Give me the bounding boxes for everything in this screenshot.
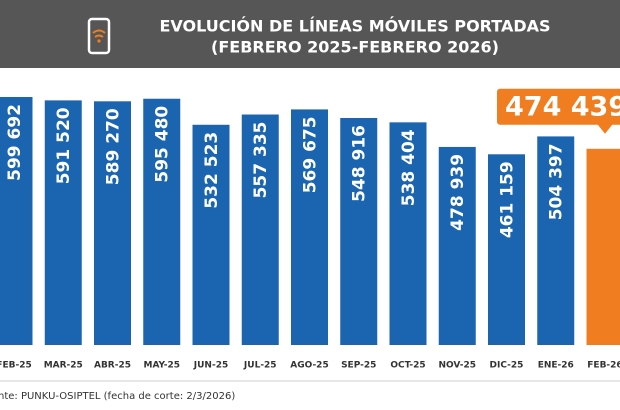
bar [0,97,33,345]
x-tick-label: FEB-25 [0,361,32,371]
chart-subtitle: (FEBRERO 2025-FEBRERO 2026) [211,38,499,57]
value-label: 461 159 [498,161,518,238]
bar [488,154,525,345]
value-label: 599 692 [5,104,25,181]
bar [537,136,575,345]
value-label: 478 939 [448,154,468,231]
x-tick-label: MAY-25 [143,361,180,371]
header-band [0,0,620,68]
x-tick-label: DIC-25 [490,361,524,371]
bar [143,98,181,345]
value-label: 557 335 [251,122,271,199]
value-label: 504 397 [547,143,567,220]
bar [340,117,378,345]
value-label: 569 675 [301,116,321,193]
x-tick-label: MAR-25 [44,361,83,371]
value-label: 532 523 [202,132,222,209]
x-tick-label: JUN-25 [193,361,228,371]
value-label: 474 439 [505,91,620,122]
value-label: 591 520 [54,107,74,184]
callout-pointer [597,123,613,134]
value-label: 538 404 [399,129,419,206]
bar [389,122,427,345]
bar [438,146,476,345]
x-tick-label: SEP-25 [341,361,376,371]
source-note: nte: PUNKU-OSIPTEL (fecha de corte: 2/3/… [0,391,235,402]
x-tick-label: ENE-26 [538,361,574,371]
callout-box [497,88,620,125]
bar [291,109,328,346]
x-tick-label: AGO-25 [290,361,328,371]
value-label: 595 480 [153,106,173,183]
value-label: 589 270 [104,108,124,185]
bar [44,100,82,346]
chart-title: EVOLUCIÓN DE LÍNEAS MÓVILES PORTADAS [159,17,550,36]
bar [192,124,230,346]
x-tick-label: FEB-26 [587,361,620,371]
x-tick-label: OCT-25 [390,361,425,371]
x-tick-label: ABR-25 [94,361,131,371]
phone-icon [87,17,111,55]
bar [94,101,131,346]
x-tick-label: NOV-25 [438,361,476,371]
bar [241,114,279,346]
x-tick-label: JUL-25 [243,361,277,371]
bar [586,148,620,345]
value-label: 548 916 [350,125,370,202]
